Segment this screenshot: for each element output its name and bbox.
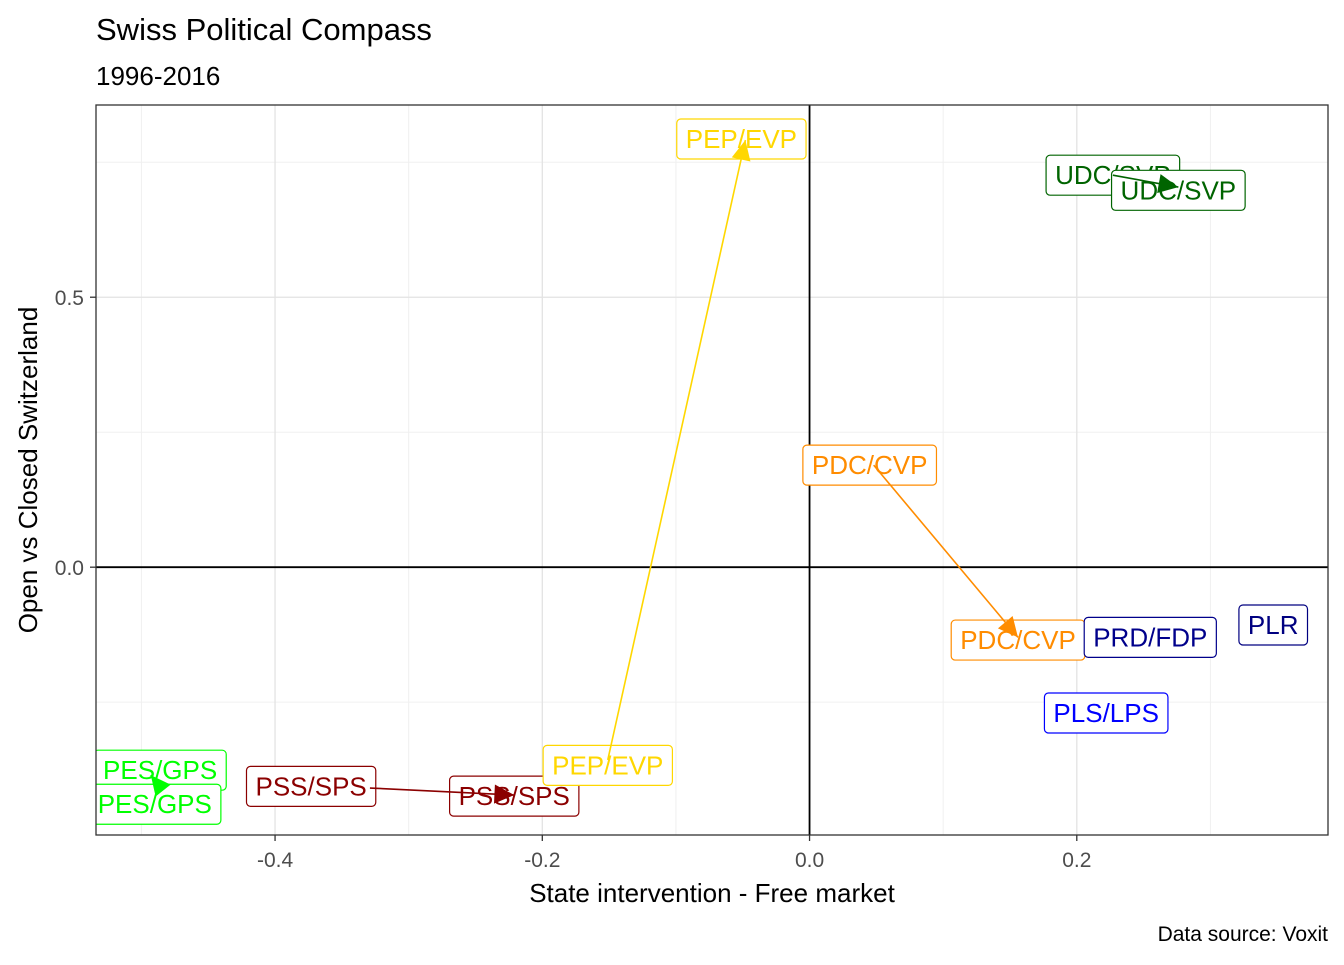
- arrow-pss-sps: [369, 784, 515, 804]
- arrow-segment: [606, 139, 747, 761]
- party-label-udc-svp: UDC/SVP: [1110, 169, 1246, 211]
- party-label-pss-sps: PSS/SPS: [448, 775, 580, 817]
- label-box: [245, 765, 377, 808]
- party-label-prd-fdp: PRD/FDP: [1083, 616, 1217, 658]
- label-text: PDC/CVP: [960, 625, 1076, 655]
- y-tick-label: 0.5: [55, 287, 84, 310]
- arrow-segment: [873, 464, 1019, 638]
- arrow-pep-evp: [606, 139, 751, 761]
- label-text: PEP/EVP: [552, 750, 663, 780]
- label-text: PRD/FDP: [1093, 622, 1207, 652]
- label-box: [802, 444, 938, 486]
- caption: Data source: Voxit: [1158, 923, 1329, 946]
- party-label-pdc-cvp: PDC/CVP: [802, 444, 938, 486]
- x-axis-label: State intervention - Free market: [529, 878, 895, 908]
- party-label-pss-sps: PSS/SPS: [245, 765, 377, 808]
- label-text: PDC/CVP: [812, 450, 928, 480]
- x-tick-label: 0.0: [795, 849, 824, 872]
- label-text: PSS/SPS: [459, 781, 570, 811]
- plot-border: [95, 104, 1329, 836]
- arrowhead-icon: [997, 616, 1018, 638]
- arrow-pes-gps: [150, 774, 171, 797]
- party-label-pep-evp: PEP/EVP: [676, 118, 807, 160]
- chart-title: Swiss Political Compass: [96, 12, 432, 47]
- arrow-segment: [369, 787, 515, 796]
- arrow-udc-svp: [1112, 174, 1179, 193]
- party-label-pls-lps: PLS/LPS: [1043, 692, 1169, 734]
- party-arrows: [150, 139, 1179, 804]
- label-text: PLS/LPS: [1053, 698, 1159, 728]
- arrowhead-icon: [493, 784, 515, 804]
- label-box: [1083, 616, 1217, 658]
- label-box: [1043, 692, 1169, 734]
- party-label-pdc-cvp: PDC/CVP: [950, 619, 1086, 661]
- label-box: [1238, 604, 1309, 646]
- arrowhead-icon: [150, 775, 171, 797]
- party-label-plr: PLR: [1238, 604, 1309, 646]
- x-tick-label: 0.2: [1062, 849, 1091, 872]
- label-text: PLR: [1248, 610, 1299, 640]
- label-text: PES/GPS: [98, 789, 212, 819]
- arrowhead-icon: [1157, 174, 1179, 193]
- chart-subtitle: 1996-2016: [96, 61, 220, 91]
- y-axis-label: Open vs Closed Switzerland: [13, 307, 43, 634]
- arrowhead-icon: [731, 140, 751, 162]
- axes: -0.4 -0.2 0.0 0.2 0.0 0.5: [55, 287, 1092, 872]
- y-tick-label: 0.0: [55, 557, 84, 580]
- x-tick-label: -0.2: [524, 849, 560, 872]
- label-text: PSS/SPS: [255, 771, 366, 801]
- x-tick-label: -0.4: [257, 849, 294, 872]
- label-box: [448, 775, 580, 817]
- party-label-pep-evp: PEP/EVP: [542, 744, 674, 786]
- label-box: [542, 744, 674, 786]
- arrow-pdc-cvp: [873, 464, 1019, 638]
- party-label-pes-gps: PES/GPS: [96, 783, 222, 825]
